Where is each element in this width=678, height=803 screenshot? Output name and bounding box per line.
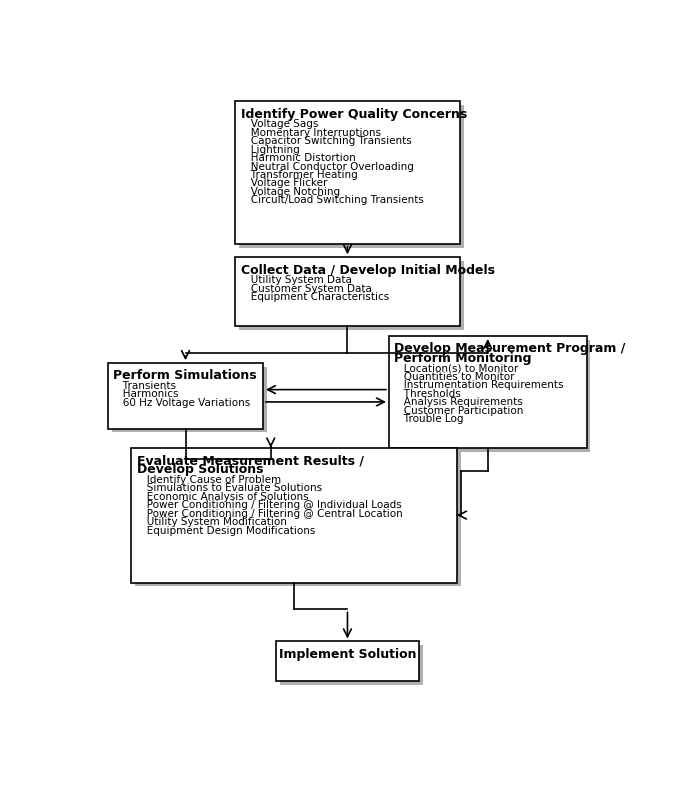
Text: Implement Solution: Implement Solution — [279, 647, 416, 660]
Text: Collect Data / Develop Initial Models: Collect Data / Develop Initial Models — [241, 263, 494, 276]
Bar — [276, 642, 419, 682]
Text: Lightning: Lightning — [241, 145, 299, 154]
Text: Instrumentation Requirements: Instrumentation Requirements — [395, 380, 564, 389]
Text: Power Conditioning / Filtering @ Central Location: Power Conditioning / Filtering @ Central… — [137, 508, 403, 518]
Text: 60 Hz Voltage Variations: 60 Hz Voltage Variations — [113, 397, 251, 407]
Text: Customer Participation: Customer Participation — [395, 406, 523, 415]
Text: Utility System Data: Utility System Data — [241, 275, 351, 285]
Text: Transients: Transients — [113, 381, 176, 390]
Text: Quantities to Monitor: Quantities to Monitor — [395, 371, 515, 381]
Bar — [108, 364, 263, 429]
Text: Voltage Flicker: Voltage Flicker — [241, 178, 327, 188]
Text: Voltage Notching: Voltage Notching — [241, 187, 340, 197]
Bar — [279, 646, 423, 686]
Text: Thresholds: Thresholds — [395, 388, 461, 398]
Bar — [393, 340, 591, 452]
Text: Simulations to Evaluate Solutions: Simulations to Evaluate Solutions — [137, 483, 322, 493]
Text: Location(s) to Monitor: Location(s) to Monitor — [395, 363, 519, 373]
Text: Evaluate Measurement Results /: Evaluate Measurement Results / — [137, 454, 363, 467]
Text: Develop Measurement Program /: Develop Measurement Program / — [395, 342, 626, 355]
Text: Voltage Sags: Voltage Sags — [241, 119, 318, 129]
Text: Harmonic Distortion: Harmonic Distortion — [241, 153, 355, 163]
Bar — [235, 102, 460, 244]
Text: Utility System Modification: Utility System Modification — [137, 516, 287, 527]
Bar — [235, 258, 460, 327]
Bar — [389, 336, 586, 448]
Bar — [135, 452, 460, 587]
Bar — [112, 368, 267, 433]
Text: Transformer Heating: Transformer Heating — [241, 169, 357, 180]
Text: Equipment Characteristics: Equipment Characteristics — [241, 291, 388, 302]
Text: Identify Cause of Problem: Identify Cause of Problem — [137, 475, 281, 484]
Text: Perform Simulations: Perform Simulations — [113, 369, 257, 382]
Text: Harmonics: Harmonics — [113, 389, 179, 399]
Bar — [132, 448, 457, 583]
Text: Economic Analysis of Solutions: Economic Analysis of Solutions — [137, 491, 308, 501]
Text: Circuit/Load Switching Transients: Circuit/Load Switching Transients — [241, 195, 423, 206]
Text: Power Conditioning / Filtering @ Individual Loads: Power Conditioning / Filtering @ Individ… — [137, 499, 401, 510]
Text: Trouble Log: Trouble Log — [395, 414, 464, 423]
Text: Capacitor Switching Transients: Capacitor Switching Transients — [241, 136, 412, 146]
Text: Customer System Data: Customer System Data — [241, 283, 372, 293]
Text: Develop Solutions: Develop Solutions — [137, 463, 263, 476]
Text: Analysis Requirements: Analysis Requirements — [395, 397, 523, 406]
Text: Identify Power Quality Concerns: Identify Power Quality Concerns — [241, 108, 466, 120]
Text: Momentary Interruptions: Momentary Interruptions — [241, 128, 380, 137]
Bar — [239, 262, 464, 331]
Bar — [239, 106, 464, 248]
Text: Neutral Conductor Overloading: Neutral Conductor Overloading — [241, 161, 414, 171]
Text: Equipment Design Modifications: Equipment Design Modifications — [137, 525, 315, 535]
Text: Perform Monitoring: Perform Monitoring — [395, 351, 532, 365]
